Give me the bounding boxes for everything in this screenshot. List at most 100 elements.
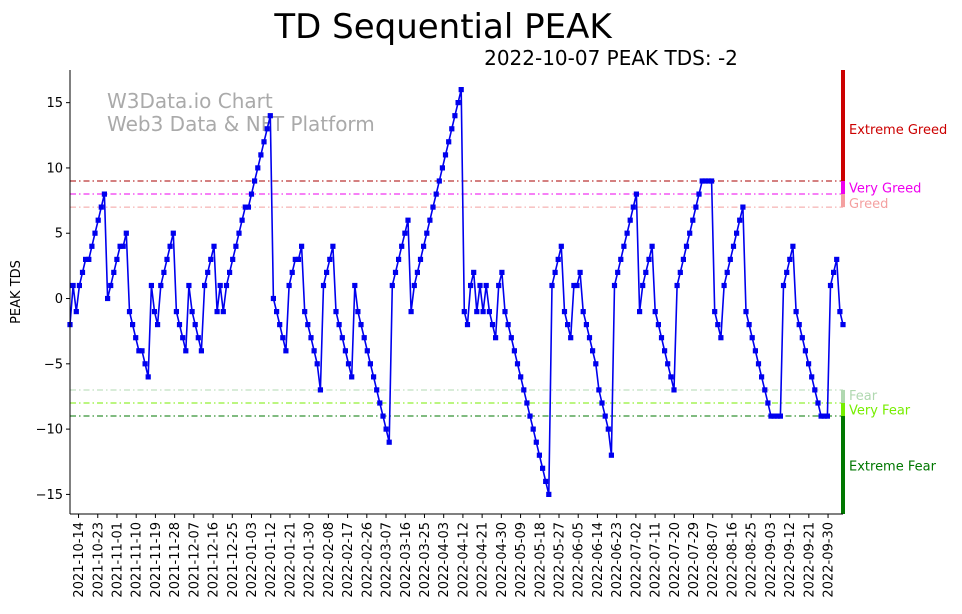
data-point-25 [145, 374, 151, 380]
data-point-56 [242, 204, 248, 210]
data-point-3 [76, 282, 82, 289]
x-tick-label-35: 2022-08-25 [745, 522, 760, 598]
data-point-177 [621, 243, 627, 249]
data-point-232 [793, 309, 799, 315]
x-tick-label-29: 2022-07-02 [629, 522, 644, 598]
data-point-101 [383, 426, 389, 432]
data-point-207 [715, 322, 721, 328]
zone-label-0: Extreme Greed [849, 123, 947, 138]
y-axis-label: PEAK TDS [9, 260, 24, 324]
data-point-162 [574, 282, 580, 289]
data-point-121 [446, 139, 452, 145]
peak-tds-series [67, 87, 846, 497]
data-point-38 [186, 282, 192, 289]
data-point-192 [668, 374, 674, 380]
data-point-152 [543, 478, 549, 484]
data-point-227 [777, 413, 783, 419]
data-point-32 [167, 243, 173, 249]
data-point-112 [417, 256, 424, 262]
x-tick-label-33: 2022-08-07 [706, 522, 721, 598]
x-tick-label-15: 2022-02-26 [360, 522, 375, 598]
x-tick-label-14: 2022-02-17 [341, 522, 356, 598]
data-point-83 [327, 256, 333, 262]
data-point-161 [571, 282, 577, 289]
data-point-221 [759, 374, 765, 380]
data-point-80 [317, 387, 323, 393]
data-point-64 [267, 113, 273, 119]
data-point-111 [414, 269, 420, 275]
data-point-213 [734, 230, 740, 236]
data-point-170 [599, 400, 605, 406]
chart-subtitle: 2022-10-07 PEAK TDS: -2 [484, 46, 738, 70]
y-tick-label-1: −10 [36, 423, 63, 438]
zone-label-3: Fear [849, 389, 878, 404]
data-point-82 [324, 269, 330, 275]
data-point-230 [787, 256, 793, 262]
data-point-58 [248, 191, 255, 197]
data-point-26 [148, 282, 154, 289]
data-point-141 [508, 335, 514, 341]
data-point-129 [471, 269, 477, 275]
data-point-102 [386, 439, 392, 445]
data-point-20 [130, 322, 136, 328]
x-tick-label-20: 2022-04-12 [456, 522, 471, 598]
data-point-158 [561, 309, 568, 315]
data-point-48 [217, 282, 223, 289]
data-point-62 [261, 139, 267, 145]
data-point-108 [405, 217, 411, 223]
data-point-110 [411, 282, 417, 289]
data-point-16 [117, 243, 123, 249]
data-point-47 [214, 309, 220, 315]
data-point-200 [693, 204, 699, 210]
data-point-18 [123, 230, 129, 236]
data-point-94 [361, 335, 367, 341]
x-tick-label-24: 2022-05-18 [533, 522, 548, 598]
data-point-199 [690, 217, 696, 223]
zone-label-2: Greed [849, 197, 888, 212]
data-point-239 [815, 400, 821, 406]
data-point-185 [646, 256, 652, 262]
watermark-line-2: Web3 Data & NFT Platform [107, 112, 375, 136]
data-point-92 [355, 309, 361, 315]
data-point-39 [189, 309, 195, 315]
data-point-233 [796, 322, 802, 328]
x-tick-label-12: 2022-01-30 [303, 522, 318, 598]
data-point-106 [399, 243, 405, 249]
data-point-240 [818, 413, 824, 419]
data-point-12 [105, 295, 111, 302]
data-point-116 [430, 204, 436, 210]
data-point-52 [230, 256, 236, 262]
data-point-4 [79, 269, 86, 275]
data-point-54 [236, 230, 242, 236]
x-tick-label-27: 2022-06-14 [591, 522, 606, 598]
data-point-231 [790, 243, 796, 249]
data-point-144 [518, 374, 524, 380]
data-point-241 [821, 413, 827, 419]
data-point-191 [665, 361, 671, 367]
data-point-70 [286, 282, 292, 289]
data-point-53 [233, 243, 239, 249]
zone-label-4: Very Fear [849, 404, 911, 419]
data-point-5 [83, 256, 89, 262]
data-point-160 [568, 335, 574, 341]
series-line [69, 89, 844, 495]
data-point-8 [92, 230, 98, 236]
data-point-142 [511, 348, 517, 354]
data-point-78 [311, 348, 317, 354]
data-point-123 [452, 113, 458, 119]
data-point-138 [499, 269, 505, 275]
data-point-43 [202, 282, 208, 289]
data-point-149 [533, 439, 539, 445]
data-point-173 [608, 452, 614, 458]
data-point-190 [662, 348, 668, 354]
data-point-150 [536, 452, 542, 458]
x-tick-label-7: 2021-12-16 [207, 522, 222, 598]
data-point-166 [586, 335, 593, 341]
data-point-76 [305, 322, 311, 328]
data-point-128 [468, 282, 474, 289]
y-tick-label-2: −5 [44, 357, 63, 372]
data-point-22 [136, 348, 142, 354]
data-point-187 [652, 309, 658, 315]
data-point-107 [402, 230, 408, 236]
